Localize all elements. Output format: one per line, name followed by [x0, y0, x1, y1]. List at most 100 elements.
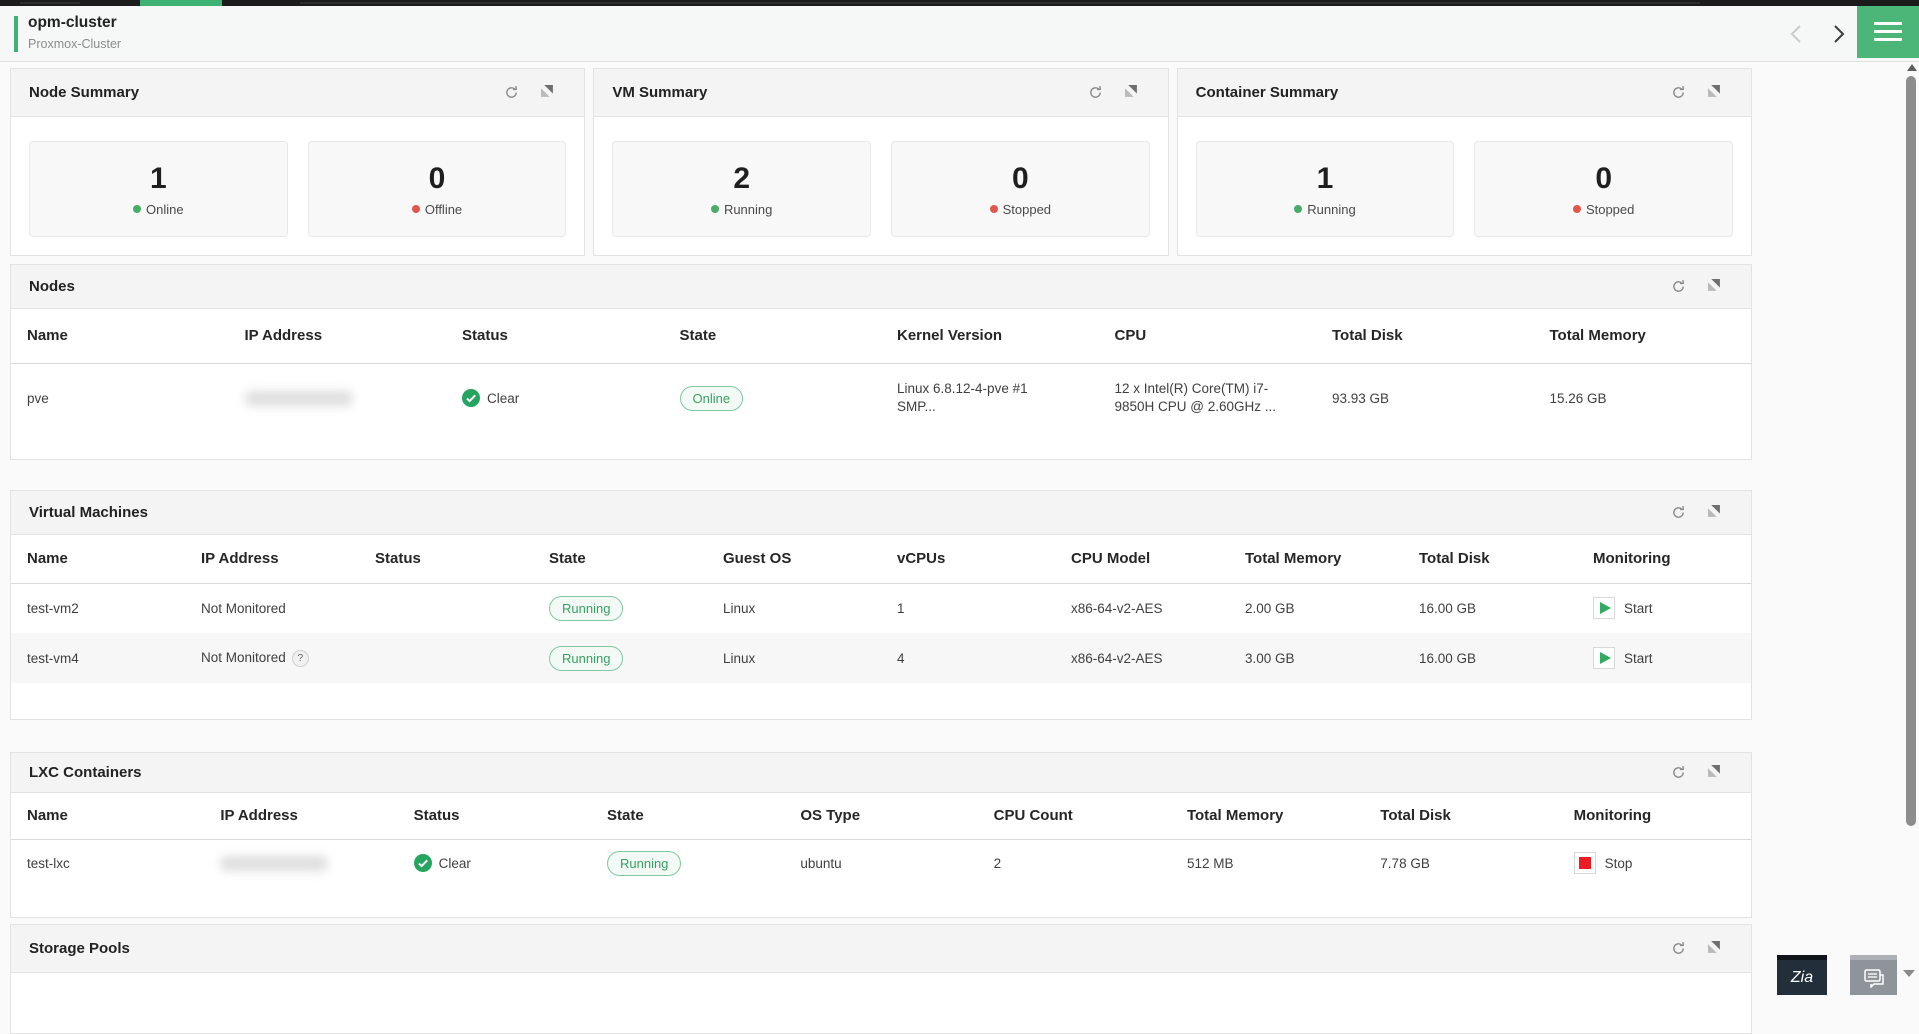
- stop-icon: [1578, 857, 1591, 870]
- column-header: Status: [397, 793, 591, 840]
- total-disk: 7.78 GB: [1380, 855, 1430, 871]
- vcpus: 4: [897, 650, 905, 666]
- action-label: Stop: [1604, 855, 1633, 871]
- refresh-button[interactable]: [1671, 941, 1686, 956]
- collapse-button[interactable]: [1707, 85, 1723, 100]
- section-title: LXC Containers: [29, 764, 142, 781]
- column-header: State: [663, 309, 881, 364]
- next-dashboard-button[interactable]: [1826, 22, 1850, 46]
- vcpus: 1: [897, 600, 905, 616]
- refresh-button[interactable]: [504, 85, 519, 100]
- collapse-button[interactable]: [1708, 765, 1723, 780]
- stat-value: 0: [428, 161, 446, 195]
- os-type: ubuntu: [800, 855, 842, 871]
- state-badge: Online: [679, 385, 744, 411]
- nodes-section: Nodes Name IP Address Status State Kerne…: [10, 264, 1752, 460]
- red-dot-icon: [989, 205, 998, 213]
- feedback-chat-button[interactable]: [1850, 955, 1897, 995]
- collapse-diagonal-icon: [1708, 279, 1720, 291]
- vm-ip: Not Monitored: [201, 600, 286, 616]
- column-header: Status: [359, 535, 533, 584]
- stat-label: Running: [1307, 201, 1356, 217]
- refresh-icon: [506, 86, 518, 98]
- state-badge: Running: [606, 850, 682, 876]
- storage-section-header: Storage Pools: [11, 925, 1751, 973]
- column-header: IP Address: [204, 793, 398, 840]
- nodes-section-header: Nodes: [11, 265, 1751, 309]
- collapse-button[interactable]: [1124, 85, 1140, 100]
- kernel-version: Linux 6.8.12-4-pve #1 SMP...: [897, 381, 1028, 415]
- prev-dashboard-button[interactable]: [1785, 22, 1809, 46]
- caret-down-icon[interactable]: [1903, 970, 1915, 977]
- refresh-button[interactable]: [1671, 765, 1686, 780]
- cpu-count: 2: [993, 855, 1002, 871]
- refresh-button[interactable]: [1088, 85, 1103, 100]
- title-accent-bar: [14, 16, 18, 52]
- vm-status: [359, 583, 533, 633]
- collapse-diagonal-icon: [1708, 765, 1720, 777]
- table-row[interactable]: test-vm4 Not Monitored? Running Linux 4 …: [11, 633, 1751, 683]
- stat-tile-running: 1 Running: [1195, 141, 1455, 237]
- column-header: Total Disk: [1364, 793, 1558, 840]
- help-badge[interactable]: ?: [291, 649, 309, 667]
- card-title: Container Summary: [1195, 84, 1339, 101]
- column-header: Total Disk: [1316, 309, 1534, 364]
- vm-section-header: Virtual Machines: [11, 491, 1751, 535]
- scrollbar[interactable]: [1904, 62, 1919, 992]
- refresh-button[interactable]: [1671, 279, 1686, 294]
- green-dot-icon: [710, 205, 719, 213]
- stat-tile-stopped: 0 Stopped: [1474, 141, 1733, 237]
- scroll-up-arrow[interactable]: [1907, 64, 1917, 71]
- red-dot-icon: [411, 205, 420, 213]
- table-row[interactable]: pve Clear Online Linux 6.8.12-4-pve #1 S…: [11, 363, 1751, 433]
- container-name: test-lxc: [27, 855, 70, 871]
- action-label: Start: [1624, 600, 1653, 616]
- column-header: Name: [11, 535, 185, 584]
- chevron-right-icon: [1834, 25, 1845, 43]
- zia-logo: Zia: [1790, 968, 1814, 986]
- node-name: pve: [27, 390, 49, 406]
- column-header: IP Address: [185, 535, 359, 584]
- vm-table: Name IP Address Status State Guest OS vC…: [11, 535, 1751, 683]
- play-icon: [1599, 602, 1611, 615]
- virtual-machines-section: Virtual Machines Name IP Address Status …: [10, 490, 1752, 720]
- scrollbar-thumb[interactable]: [1906, 76, 1916, 826]
- refresh-button[interactable]: [1671, 85, 1686, 100]
- collapse-button[interactable]: [541, 85, 556, 100]
- table-row[interactable]: test-lxc Clear Running ubuntu 2 512 MB 7…: [11, 839, 1751, 887]
- storage-pools-section: Storage Pools: [10, 924, 1752, 1034]
- refresh-icon: [1673, 766, 1685, 778]
- state-badge: Running: [549, 595, 624, 621]
- section-title: Nodes: [29, 278, 75, 295]
- stat-value: 1: [149, 161, 167, 195]
- zia-assistant-button[interactable]: Zia: [1777, 955, 1827, 995]
- summary-cards-row: Node Summary 1 Online 0 Offline VM Su: [10, 68, 1752, 256]
- refresh-button[interactable]: [1671, 505, 1686, 520]
- node-summary-card: Node Summary 1 Online 0 Offline: [10, 68, 586, 256]
- column-header: CPU Model: [1055, 535, 1229, 584]
- stop-monitoring-button[interactable]: [1573, 852, 1596, 875]
- start-monitoring-button[interactable]: [1593, 647, 1615, 669]
- start-monitoring-button[interactable]: [1593, 597, 1615, 620]
- collapse-button[interactable]: [1708, 505, 1723, 520]
- refresh-icon: [1673, 86, 1685, 98]
- stat-label: Stopped: [1002, 201, 1052, 217]
- vm-summary-header: VM Summary: [594, 69, 1168, 117]
- table-row[interactable]: test-vm2 Not Monitored Running Linux 1 x…: [11, 583, 1751, 633]
- collapse-button[interactable]: [1708, 279, 1723, 294]
- collapse-diagonal-icon: [541, 85, 554, 97]
- header-bar: opm-cluster Proxmox-Cluster: [0, 6, 1919, 62]
- nodes-table: Name IP Address Status State Kernel Vers…: [11, 309, 1751, 433]
- vm-name: test-vm2: [27, 600, 79, 616]
- column-header: Total Disk: [1403, 535, 1577, 584]
- section-title: Virtual Machines: [29, 504, 148, 521]
- cpu-model: x86-64-v2-AES: [1071, 600, 1163, 616]
- collapse-diagonal-icon: [1708, 505, 1720, 517]
- column-header: Name: [11, 309, 229, 364]
- strip-green-segment: [140, 0, 222, 6]
- total-memory: 15.26 GB: [1549, 390, 1607, 406]
- menu-button[interactable]: [1857, 6, 1919, 58]
- lxc-section-header: LXC Containers: [11, 753, 1751, 793]
- collapse-button[interactable]: [1708, 941, 1723, 956]
- page-title: opm-cluster: [28, 14, 117, 31]
